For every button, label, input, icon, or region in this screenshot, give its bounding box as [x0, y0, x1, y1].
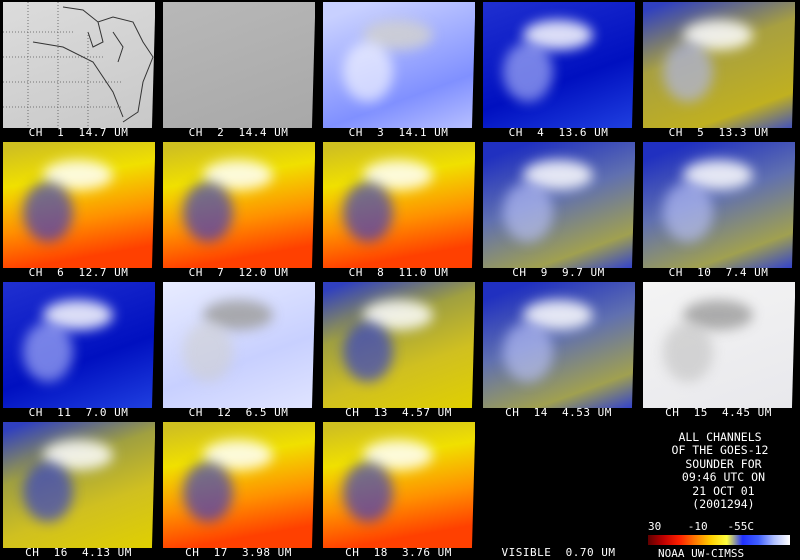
satellite-image: [483, 422, 635, 548]
cloud-band: [23, 322, 73, 382]
channel-label: CH 9 9.7 UM: [512, 266, 605, 278]
channel-label: CH 4 13.6 UM: [508, 126, 609, 138]
info-panel: ALL CHANNELS OF THE GOES-12 SOUNDER FOR …: [640, 425, 800, 560]
caption: ALL CHANNELS OF THE GOES-12 SOUNDER FOR …: [671, 430, 769, 512]
channel-label: CH 2 14.4 UM: [188, 126, 289, 138]
cloud-band: [503, 42, 553, 102]
cloud-band: [343, 42, 393, 102]
channel-label: CH 6 12.7 UM: [28, 266, 129, 278]
credit-text: NOAA UW-CIMSS: [658, 547, 745, 560]
channel-tile: CH 2 14.4 UM: [160, 0, 317, 138]
channel-label: CH 5 13.3 UM: [668, 126, 769, 138]
satellite-image: [323, 422, 475, 548]
satellite-image: [643, 142, 795, 268]
cloud-band: [503, 322, 553, 382]
channel-label: CH 10 7.4 UM: [668, 266, 769, 278]
satellite-image: [483, 282, 635, 408]
satellite-image: [3, 422, 155, 548]
channel-label: CH 18 3.76 UM: [345, 546, 452, 558]
cloud-band: [343, 182, 393, 242]
satellite-image: [483, 2, 635, 128]
channel-tile: VISIBLE 0.70 UM: [480, 420, 637, 558]
cloud-band: [343, 322, 393, 382]
channel-tile: CH 13 4.57 UM: [320, 280, 477, 418]
colorbar-scale-labels: 30 -10 -55C: [648, 520, 754, 533]
cloud-band: [23, 182, 73, 242]
channel-tile: CH 4 13.6 UM: [480, 0, 637, 138]
cloud-band: [183, 322, 233, 382]
channel-label: CH 1 14.7 UM: [28, 126, 129, 138]
satellite-image: [323, 142, 475, 268]
satellite-image: [3, 282, 155, 408]
channel-label: CH 15 4.45 UM: [665, 406, 772, 418]
channel-tile: CH 6 12.7 UM: [0, 140, 157, 278]
cloud-band: [663, 42, 713, 102]
cloud-band: [503, 182, 553, 242]
satellite-image: [323, 282, 475, 408]
satellite-image: [163, 422, 315, 548]
channel-tile: CH 11 7.0 UM: [0, 280, 157, 418]
channel-label: CH 17 3.98 UM: [185, 546, 292, 558]
colorbar: [648, 535, 790, 545]
channel-label: VISIBLE 0.70 UM: [501, 546, 616, 558]
channel-tile: CH 3 14.1 UM: [320, 0, 477, 138]
channel-label: CH 16 4.13 UM: [25, 546, 132, 558]
channel-tile: CH 12 6.5 UM: [160, 280, 317, 418]
cloud-band: [343, 462, 393, 522]
channel-tile: CH 18 3.76 UM: [320, 420, 477, 558]
channel-label: CH 14 4.53 UM: [505, 406, 612, 418]
satellite-image: [163, 282, 315, 408]
channel-label: CH 11 7.0 UM: [28, 406, 129, 418]
channel-tile: CH 14 4.53 UM: [480, 280, 637, 418]
cloud-band: [23, 462, 73, 522]
channel-tile: CH 7 12.0 UM: [160, 140, 317, 278]
channel-tile: CH 15 4.45 UM: [640, 280, 797, 418]
channel-label: CH 12 6.5 UM: [188, 406, 289, 418]
cloud-band: [663, 182, 713, 242]
satellite-image: [483, 142, 635, 268]
cloud-band: [183, 182, 233, 242]
channel-tile: CH 16 4.13 UM: [0, 420, 157, 558]
channel-tile: CH 8 11.0 UM: [320, 140, 477, 278]
satellite-image: [3, 142, 155, 268]
channel-label: CH 8 11.0 UM: [348, 266, 449, 278]
cloud-band: [663, 322, 713, 382]
satellite-image: [3, 2, 155, 128]
channel-label: CH 13 4.57 UM: [345, 406, 452, 418]
satellite-image: [323, 2, 475, 128]
satellite-image: [163, 142, 315, 268]
cloud-band: [183, 462, 233, 522]
channel-tile: CH 1 14.7 UM: [0, 0, 157, 138]
channel-tile: CH 10 7.4 UM: [640, 140, 797, 278]
satellite-image: [643, 282, 795, 408]
satellite-image: [163, 2, 315, 128]
satellite-image: [643, 2, 795, 128]
channel-label: CH 3 14.1 UM: [348, 126, 449, 138]
map-outline-icon: [3, 2, 154, 128]
channel-tile: CH 9 9.7 UM: [480, 140, 637, 278]
channel-label: CH 7 12.0 UM: [188, 266, 289, 278]
channel-tile: CH 17 3.98 UM: [160, 420, 317, 558]
channel-tile: CH 5 13.3 UM: [640, 0, 797, 138]
